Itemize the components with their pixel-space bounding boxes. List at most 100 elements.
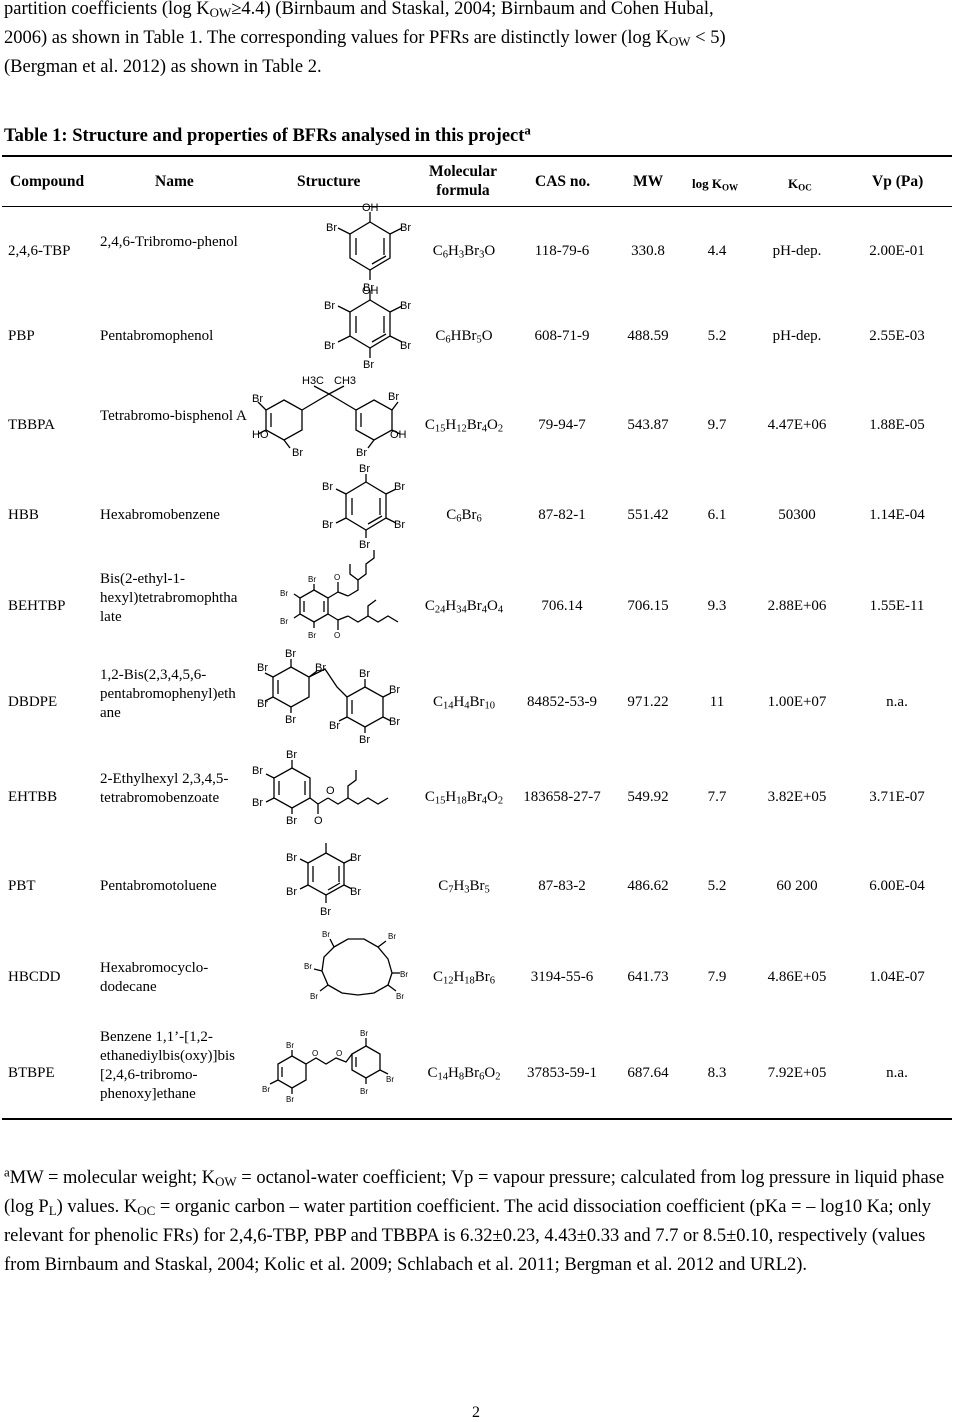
svg-text:Br: Br — [400, 300, 411, 312]
cell-formula: C14H8Br6O2 — [427, 1065, 501, 1083]
svg-text:Br: Br — [252, 765, 263, 777]
cell-formula: C15H18Br4O2 — [424, 789, 504, 807]
cell-name: Bis(2-ethyl-1-hexyl)tetrabromophtha late — [100, 571, 238, 625]
cell-compound: PBP — [8, 328, 35, 344]
header-mw: MW — [633, 173, 664, 190]
intro-paragraph: partition coefficients (log KOW≥4.4) (Bi… — [4, 0, 956, 82]
cell-name: 2-Ethylhexyl 2,3,4,5-tetrabromobenzoate — [100, 771, 229, 806]
header-cas: CAS no. — [535, 173, 591, 190]
svg-text:OH: OH — [362, 285, 379, 297]
cell-cas: 608-71-9 — [534, 328, 590, 344]
cell-compound: HBCDD — [8, 969, 61, 985]
svg-text:Br: Br — [262, 1085, 270, 1094]
svg-text:Br: Br — [292, 447, 303, 459]
cell-vp: 1.04E-07 — [869, 969, 925, 985]
intro-line-1: partition coefficients (log KOW≥4.4) (Bi… — [4, 0, 714, 21]
cell-mw: 486.62 — [627, 878, 669, 894]
cell-cas: 79-94-7 — [538, 417, 586, 433]
cell-koc: 2.88E+06 — [767, 598, 827, 614]
cell-compound: BTBPE — [8, 1065, 55, 1081]
header-koc: KOC — [788, 176, 812, 193]
cell-cas: 3194-55-6 — [530, 969, 594, 985]
svg-text:Br: Br — [356, 447, 367, 459]
svg-text:Br: Br — [360, 1087, 368, 1096]
svg-text:Br: Br — [322, 481, 333, 493]
svg-text:Br: Br — [388, 391, 399, 403]
svg-text:Br: Br — [350, 886, 361, 898]
svg-text:O: O — [326, 785, 335, 797]
cell-mw: 488.59 — [627, 328, 669, 344]
table-bottom-rule — [2, 1118, 952, 1120]
cell-koc: 4.86E+05 — [767, 969, 827, 985]
cell-name: Tetrabromo-bisphenol A — [100, 408, 247, 424]
cell-logkow: 7.7 — [707, 789, 727, 805]
svg-text:Br: Br — [286, 1041, 294, 1050]
structure-pbt: Br Br Br Br Br — [280, 835, 410, 925]
svg-text:Br: Br — [304, 962, 312, 971]
cell-koc: 60 200 — [776, 878, 818, 894]
svg-text:Br: Br — [315, 662, 326, 674]
structure-pbp: OH Br Br Br Br Br — [300, 282, 430, 377]
cell-cas: 37853-59-1 — [527, 1065, 597, 1081]
cell-name: Hexabromobenzene — [100, 507, 220, 523]
cell-logkow: 5.2 — [707, 328, 727, 344]
cell-vp: 2.55E-03 — [869, 328, 925, 344]
cell-koc: 4.47E+06 — [767, 417, 827, 433]
svg-text:Br: Br — [320, 906, 331, 918]
cell-compound: PBT — [8, 878, 36, 894]
svg-text:Br: Br — [286, 886, 297, 898]
struct-label: OH — [362, 202, 379, 214]
cell-koc: 50300 — [778, 507, 816, 523]
page-number: 2 — [472, 1404, 480, 1421]
svg-text:Br: Br — [359, 463, 370, 475]
svg-text:Br: Br — [286, 852, 297, 864]
cell-mw: 641.73 — [627, 969, 669, 985]
cell-mw: 687.64 — [627, 1065, 669, 1081]
svg-text:Br: Br — [257, 662, 268, 674]
cell-vp: 1.88E-05 — [869, 417, 925, 433]
svg-text:Br: Br — [360, 1029, 368, 1038]
table-footnote: aMW = molecular weight; KOW = octanol-wa… — [4, 1164, 945, 1275]
cell-logkow: 11 — [709, 694, 725, 710]
table-caption: Table 1: Structure and properties of BFR… — [4, 122, 531, 146]
svg-text:Br: Br — [359, 734, 370, 746]
svg-text:Br: Br — [359, 668, 370, 680]
cell-name: Pentabromotoluene — [100, 878, 217, 894]
svg-text:O: O — [312, 1049, 318, 1058]
svg-text:Br: Br — [359, 539, 370, 551]
svg-text:Br: Br — [400, 970, 408, 979]
table-header-rule — [2, 206, 952, 207]
cell-formula: C6H3Br3O — [432, 243, 496, 261]
cell-cas: 118-79-6 — [534, 243, 590, 259]
header-structure: Structure — [297, 173, 361, 190]
structure-btbpe: Br Br Br Br Br Br O O — [262, 1022, 412, 1107]
cell-logkow: 9.3 — [707, 598, 727, 614]
cell-cas: 706.14 — [541, 598, 583, 614]
svg-text:O: O — [314, 815, 323, 827]
svg-text:Br: Br — [400, 340, 411, 352]
cell-formula: C12H18Br6 — [432, 969, 496, 987]
svg-text:Br: Br — [322, 519, 333, 531]
cell-cas: 87-82-1 — [538, 507, 586, 523]
svg-text:Br: Br — [285, 648, 296, 660]
cell-mw: 543.87 — [627, 417, 669, 433]
cell-logkow: 4.4 — [707, 243, 727, 259]
cell-mw: 706.15 — [627, 598, 669, 614]
cell-logkow: 9.7 — [707, 417, 727, 433]
cell-mw: 549.92 — [627, 789, 669, 805]
cell-koc: 3.82E+05 — [767, 789, 827, 805]
cell-formula: C15H12Br4O2 — [424, 417, 504, 435]
svg-text:Br: Br — [326, 222, 337, 234]
table-top-rule — [2, 155, 952, 157]
svg-text:Br: Br — [280, 617, 288, 626]
svg-text:Br: Br — [400, 222, 411, 234]
intro-line-3: (Bergman et al. 2012) as shown in Table … — [4, 57, 322, 77]
cell-formula: C6HBr5O — [435, 328, 493, 346]
svg-text:Br: Br — [394, 519, 405, 531]
cell-vp: 6.00E-04 — [869, 878, 925, 894]
svg-text:Br: Br — [350, 852, 361, 864]
svg-text:Br: Br — [280, 589, 288, 598]
structure-ehtbb: Br Br Br Br O O — [252, 748, 412, 833]
cell-compound: HBB — [8, 507, 39, 523]
cell-mw: 330.8 — [631, 243, 665, 259]
